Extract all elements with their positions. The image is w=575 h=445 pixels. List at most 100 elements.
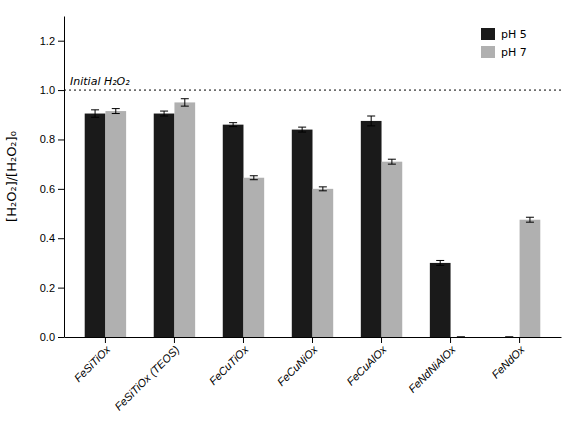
x-tick-mark	[174, 337, 175, 343]
y-tick-mark	[58, 41, 64, 42]
error-bar	[112, 109, 120, 114]
bar	[174, 102, 195, 337]
series-error-bars	[112, 99, 534, 337]
x-tick-mark	[243, 337, 244, 343]
y-tick: 0.0	[40, 331, 64, 343]
y-tick-label: 1.0	[40, 84, 55, 96]
error-bar-cap	[250, 175, 258, 176]
legend-label: pH 5	[501, 28, 527, 41]
x-tick-label: FeSiTiOx	[72, 343, 113, 384]
error-bar-cap	[526, 217, 534, 218]
bar	[382, 162, 403, 337]
error-bar-cap	[367, 125, 375, 126]
error-bar-cap	[181, 106, 189, 107]
error-bar-cap	[436, 265, 444, 266]
x-axis: FeSiTiOxFeSiTiOx (TEOS) FeCuTiOx FeCuNiOx F…	[65, 337, 562, 413]
x-tick: FeCuTiOx	[207, 337, 251, 387]
error-bar-cap	[91, 117, 99, 118]
series-error-bars	[91, 110, 513, 337]
error-bar-cap	[181, 98, 189, 99]
error-bar	[388, 159, 396, 164]
x-tick: FeCuNiOx	[275, 337, 320, 388]
x-tick-label: FeCuTiOx	[207, 343, 251, 387]
y-tick-label: 0.6	[40, 183, 55, 195]
error-bar	[526, 217, 534, 222]
bar	[451, 337, 472, 338]
error-bar-stem	[391, 159, 392, 164]
error-bar-stem	[440, 260, 441, 265]
series-bars	[105, 102, 540, 337]
x-tick-label: FeCuAlOx	[344, 343, 389, 388]
y-tick-label: 0.4	[40, 232, 55, 244]
error-bar	[298, 127, 306, 132]
y-tick: 0.4	[40, 232, 64, 244]
error-bar-cap	[160, 116, 168, 117]
y-axis-title: [H₂O₂]/[H₂O₂]₀	[4, 131, 19, 222]
x-tick-mark	[105, 337, 106, 343]
marks	[64, 90, 561, 337]
bar	[154, 114, 175, 337]
x-tick: FeSiTiOx	[72, 337, 113, 384]
error-bar-cap	[319, 190, 327, 191]
error-bar	[250, 176, 258, 180]
chart-container: 0.0 0.2 0.4 0.6 0.8 1.0 1.2 FeSiTiOxFeSiTiOx (T…	[0, 0, 575, 445]
y-tick: 0.6	[40, 183, 64, 195]
y-tick: 0.8	[40, 133, 64, 145]
error-bar-cap	[112, 113, 120, 114]
legend-background	[475, 22, 553, 66]
error-bar	[160, 111, 168, 116]
legend-item: pH 5	[481, 28, 527, 41]
error-bar	[367, 116, 375, 126]
error-bar-cap	[505, 337, 513, 338]
y-tick-mark	[58, 189, 64, 190]
bar	[85, 114, 106, 337]
legend-label: pH 7	[501, 46, 527, 59]
error-bar	[229, 123, 237, 127]
y-tick-mark	[58, 337, 64, 338]
y-tick-label: 1.2	[40, 35, 55, 47]
legend-swatch	[481, 46, 495, 58]
error-bar-stem	[253, 176, 254, 180]
y-tick-mark	[58, 139, 64, 140]
error-bar-stem	[371, 116, 372, 126]
bar	[223, 125, 244, 337]
error-bar-stem	[322, 187, 323, 191]
error-bar-cap	[457, 337, 465, 338]
x-tick: FeSiTiOx (TEOS)	[112, 337, 182, 413]
y-tick: 0.2	[40, 282, 64, 294]
x-tick-mark	[381, 337, 382, 343]
error-bar-cap	[91, 109, 99, 110]
error-bar-cap	[388, 159, 396, 160]
y-axis: 0.0 0.2 0.4 0.6 0.8 1.0 1.2	[40, 17, 65, 344]
y-tick: 1.2	[40, 35, 64, 47]
legend: pH 5 pH 7	[475, 22, 553, 66]
error-bar-cap	[229, 126, 237, 127]
error-bar-stem	[529, 217, 530, 222]
error-bar	[91, 110, 99, 117]
error-bar-cap	[526, 222, 534, 223]
bar	[313, 189, 334, 337]
x-tick-label: FeCuNiOx	[275, 343, 320, 388]
error-bar-stem	[233, 123, 234, 127]
y-tick-label: 0.0	[40, 331, 55, 343]
x-tick: FeNdNiAlOx	[406, 337, 458, 395]
legend-item: pH 7	[481, 46, 527, 59]
x-tick-mark	[519, 337, 520, 343]
reference-line	[64, 90, 561, 91]
error-bar	[319, 187, 327, 191]
error-bar-stem	[115, 109, 116, 114]
error-bar-stem	[164, 111, 165, 116]
y-tick-mark	[58, 238, 64, 239]
error-bar-cap	[229, 122, 237, 123]
error-bar-cap	[505, 337, 513, 338]
x-tick: FeCuAlOx	[344, 337, 389, 388]
bar	[361, 121, 382, 337]
y-tick: 1.0	[40, 84, 64, 96]
error-bar	[436, 260, 444, 265]
error-bar-cap	[298, 127, 306, 128]
error-bar-cap	[160, 111, 168, 112]
x-tick-mark	[450, 337, 451, 343]
y-tick-mark	[58, 90, 64, 91]
x-tick-label: FeNdNiAlOx	[406, 343, 458, 395]
bar	[292, 130, 313, 337]
